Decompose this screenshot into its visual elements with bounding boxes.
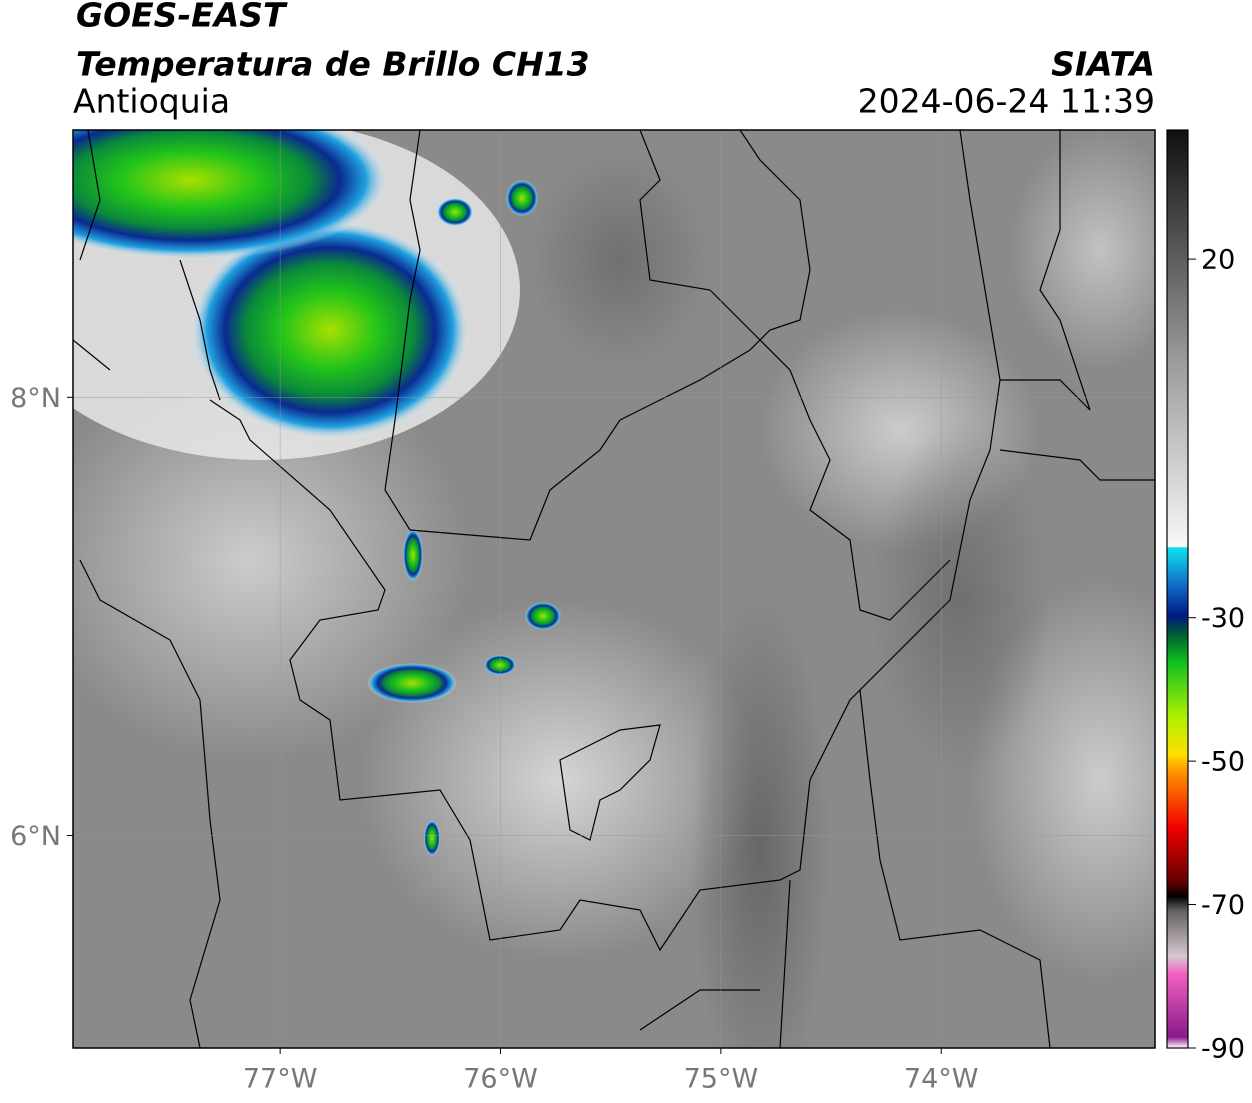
x-tick-label: 74°W bbox=[904, 1064, 979, 1095]
x-tick-label: 75°W bbox=[684, 1064, 759, 1095]
colorbar-tick-label: -70 bbox=[1201, 890, 1245, 921]
colorbar-tick-label: -50 bbox=[1201, 747, 1245, 778]
y-tick-label: 6°N bbox=[10, 821, 61, 852]
colorbar-tick-label: -90 bbox=[1201, 1034, 1245, 1065]
title: GOES-EAST bbox=[76, 0, 288, 35]
y-tick-label: 8°N bbox=[10, 383, 61, 414]
region: Antioquia bbox=[73, 82, 230, 121]
x-tick-label: 77°W bbox=[243, 1064, 318, 1095]
subtitle: Temperatura de Brillo CH13 bbox=[76, 45, 590, 84]
map-frame bbox=[72, 129, 1156, 1049]
satellite-image bbox=[73, 130, 1155, 1048]
source: SIATA bbox=[1051, 45, 1155, 84]
colorbar-tick-label: -30 bbox=[1201, 603, 1245, 634]
colorbar-tick-label: 20 bbox=[1201, 245, 1235, 276]
x-tick-label: 76°W bbox=[463, 1064, 538, 1095]
timestamp: 2024-06-24 11:39 bbox=[858, 82, 1155, 121]
colorbar bbox=[1166, 129, 1189, 1049]
